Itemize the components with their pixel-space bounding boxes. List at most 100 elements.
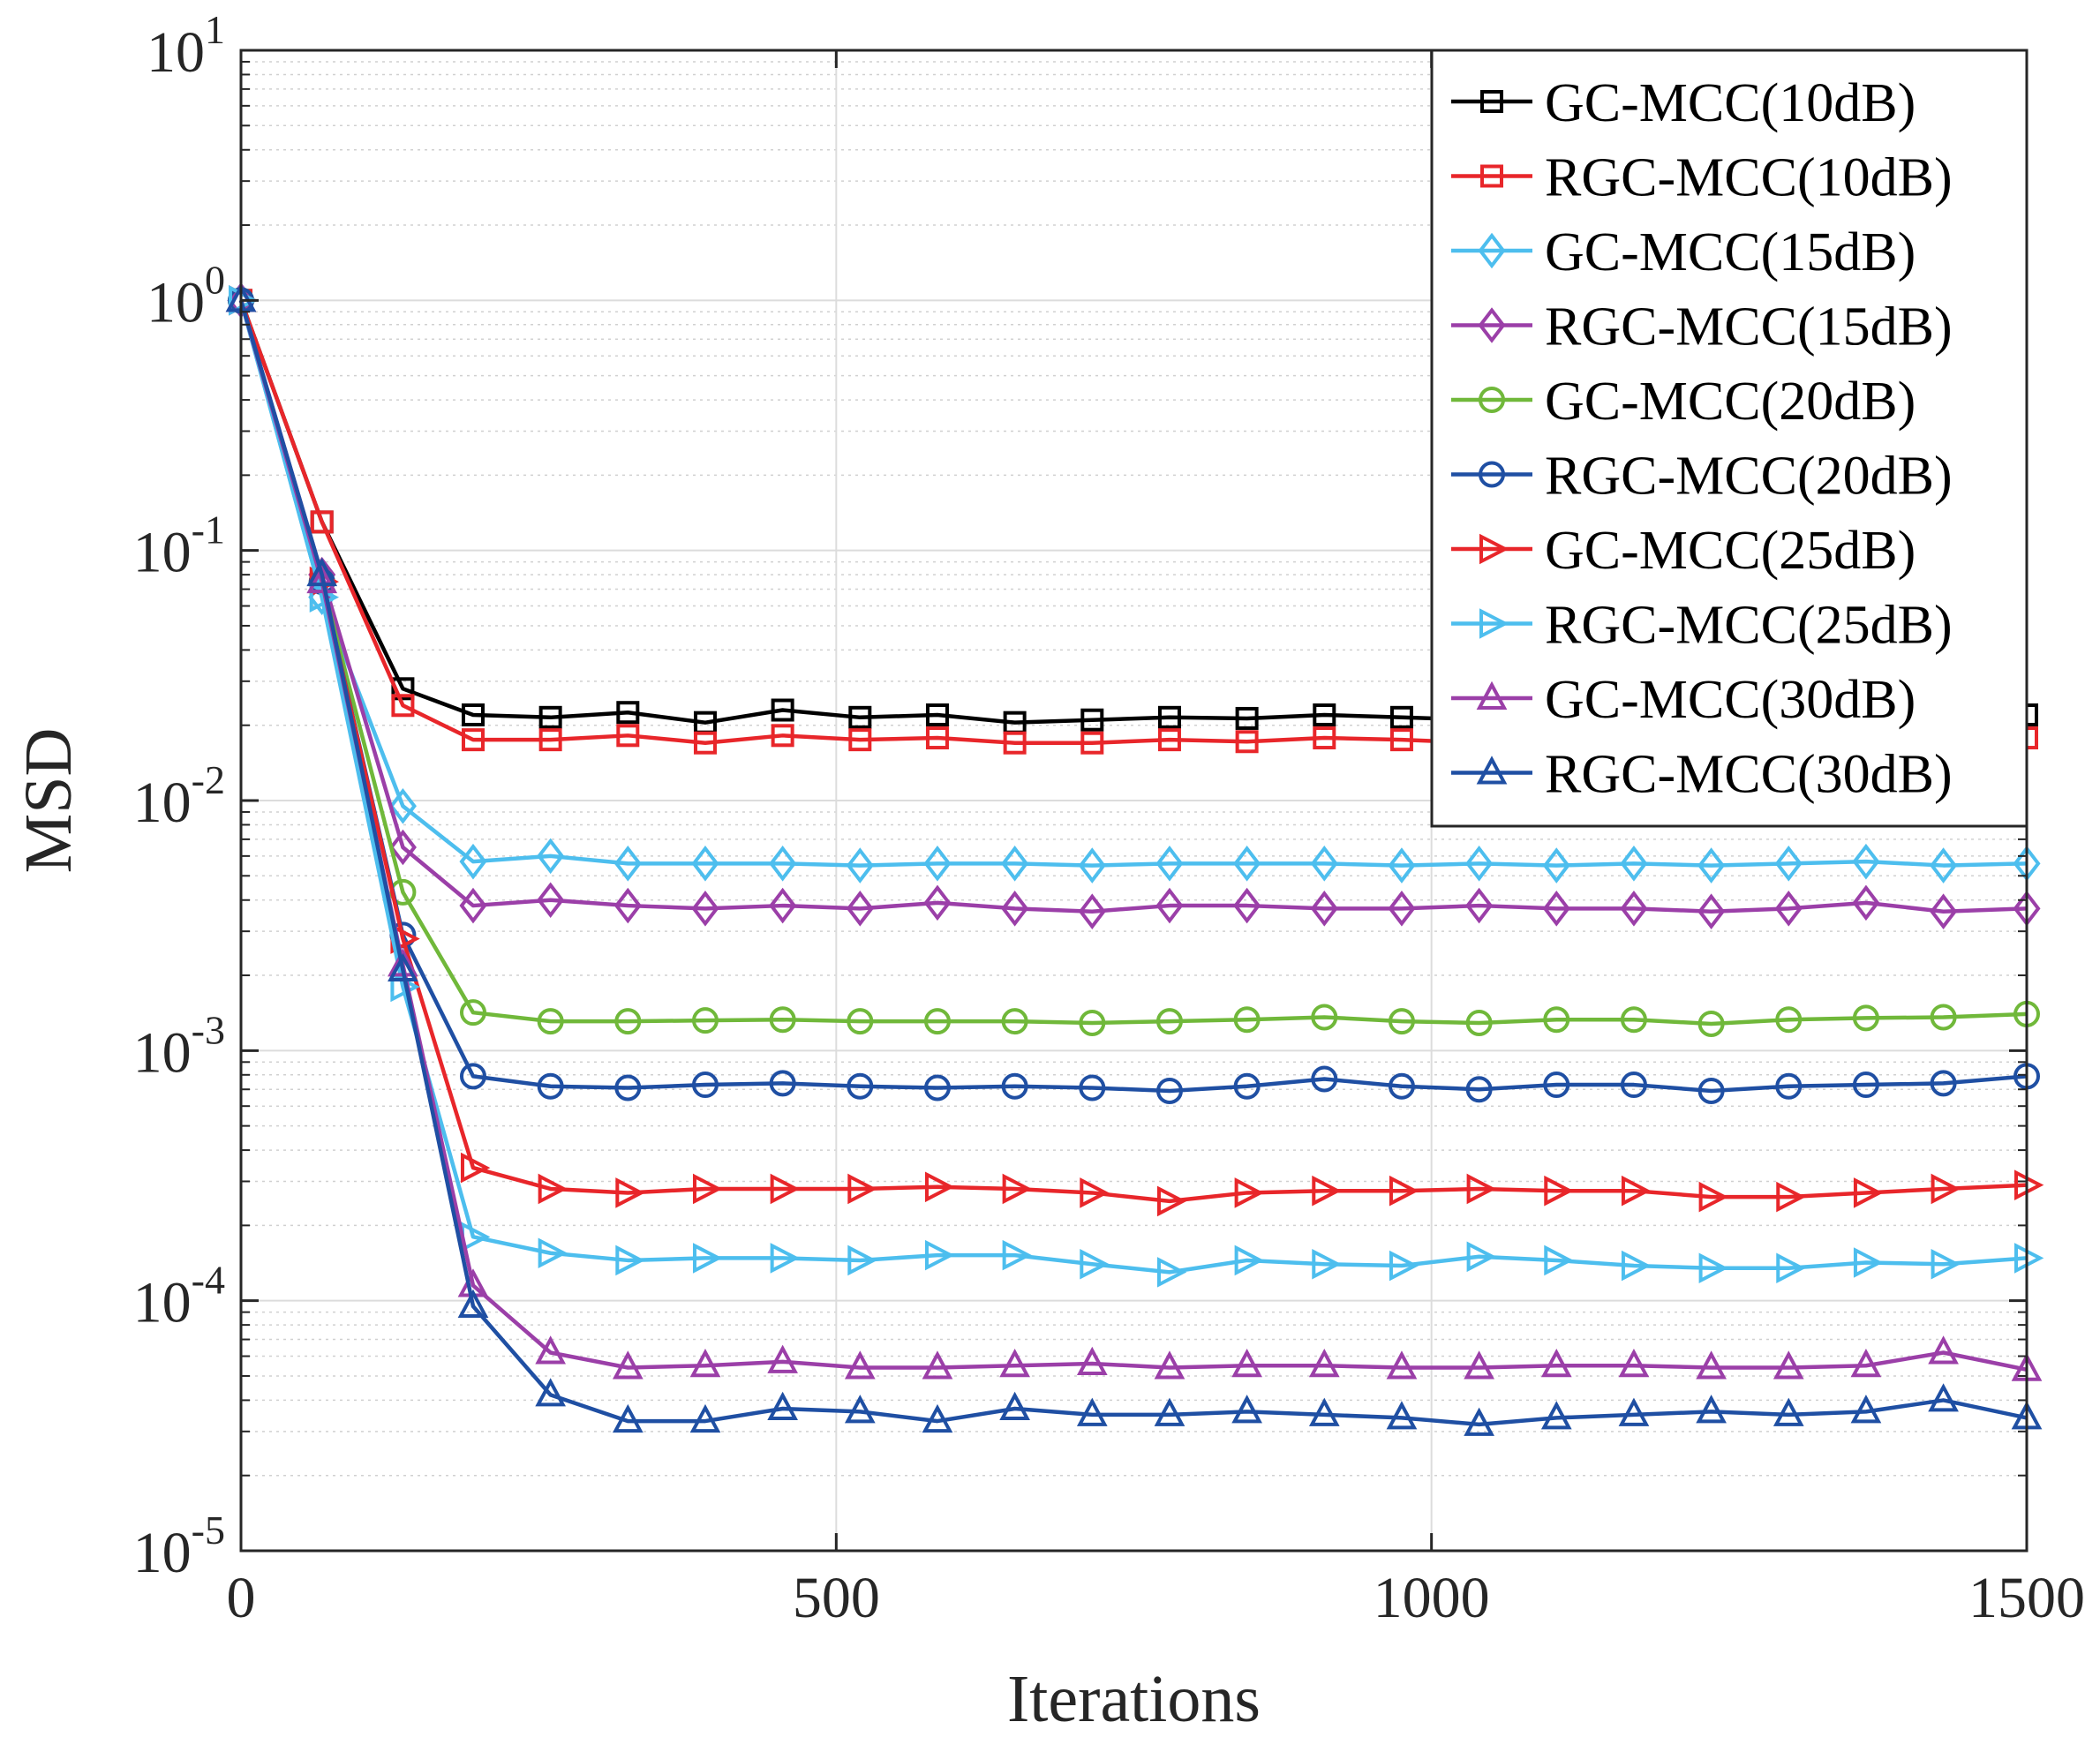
data-point [1618,1349,1650,1378]
legend-label: GC-MCC(20dB) [1545,372,1916,432]
data-point [1853,1247,1884,1278]
data-point [1465,1076,1493,1103]
data-point [310,510,334,534]
legend-marker [1480,90,1503,113]
data-point [769,846,797,882]
data-point [1928,1383,1959,1412]
data-point [1001,891,1029,927]
data-point [1464,1407,1494,1436]
series-line [238,299,2028,1372]
data-point [1698,1252,1728,1284]
y-tick-label: 10-3 [133,1007,225,1085]
data-point [771,724,794,748]
data-point [612,1350,644,1380]
data-point [1853,1177,1884,1208]
data-point [847,1008,874,1035]
data-point [1543,1072,1570,1099]
data-point [925,726,949,750]
data-point [1388,891,1416,927]
data-point [999,1349,1030,1378]
data-point [459,887,487,924]
legend-item: GC-MCC(25dB) [1451,521,1916,581]
data-point [848,705,872,729]
data-point [1388,1072,1415,1100]
y-tick-label: 10-4 [133,1258,225,1335]
data-point [535,1335,567,1365]
data-point [1621,1175,1652,1207]
series-RGC-MCC(15dB) [227,282,2041,930]
data-point [1235,730,1259,754]
data-point [923,1008,951,1035]
data-point [1156,1185,1187,1217]
legend-marker [1480,164,1503,188]
data-point [1775,1006,1803,1034]
data-point [692,1173,723,1205]
data-point [1697,893,1726,930]
legend-item: RGC-MCC(15dB) [1451,297,1953,357]
data-point [1389,1250,1419,1282]
data-point [846,891,874,927]
data-point [1311,1065,1338,1093]
legend-marker [1476,681,1508,710]
data-point [1003,731,1027,755]
data-point [1080,1248,1110,1280]
data-point [1157,705,1181,729]
data-point [391,694,415,718]
data-point [537,1072,564,1100]
legend-item: GC-MCC(15dB) [1451,222,1916,282]
data-point [1079,1009,1106,1036]
data-point [691,846,719,882]
data-point [1466,1173,1496,1205]
data-point [1852,1004,1879,1032]
legend-label: GC-MCC(25dB) [1545,521,1916,581]
data-point [924,1239,955,1271]
data-point [1697,1010,1725,1037]
data-point [1078,847,1106,884]
data-point [1618,1397,1650,1426]
data-point [1310,891,1338,927]
data-point [461,728,485,752]
data-point [923,884,952,921]
data-point [1076,1346,1108,1376]
data-point [1233,846,1261,882]
data-point [614,1074,642,1102]
data-point [1850,1395,1882,1424]
data-point [1154,1397,1185,1426]
legend-item: GC-MCC(10dB) [1451,73,1916,133]
legend-marker [1479,608,1509,639]
data-point [1311,1004,1338,1031]
data-point [1313,703,1336,726]
data-point [848,728,872,752]
data-point [614,1008,642,1035]
data-point [1388,847,1416,884]
data-point [1620,1006,1647,1034]
data-point [461,703,485,726]
series-RGC-MCC(25dB) [229,285,2044,1288]
data-point [922,1403,953,1433]
data-point [1696,1350,1727,1380]
legend-label: RGC-MCC(20dB) [1545,447,1953,507]
data-point [693,731,717,755]
data-point [1698,1181,1728,1213]
data-point [847,1173,877,1205]
data-point [1930,893,1958,930]
data-point [1540,1401,1572,1430]
legend-label: GC-MCC(15dB) [1545,222,1916,282]
data-point [538,728,562,752]
data-point [1386,1401,1418,1430]
legend-label: GC-MCC(10dB) [1545,73,1916,133]
data-point [1312,1175,1342,1207]
x-tick-label: 1500 [1968,1566,2085,1630]
data-point [1465,846,1494,882]
data-point [1235,706,1259,730]
data-point [388,788,417,824]
data-point [1078,893,1106,930]
data-point [1155,887,1184,924]
x-axis-title: Iterations [1007,1662,1261,1736]
data-point [1774,891,1803,927]
data-point [1002,1239,1032,1271]
legend-item: RGC-MCC(30dB) [1451,745,1953,805]
data-point [1076,1397,1108,1426]
data-point [459,843,487,880]
